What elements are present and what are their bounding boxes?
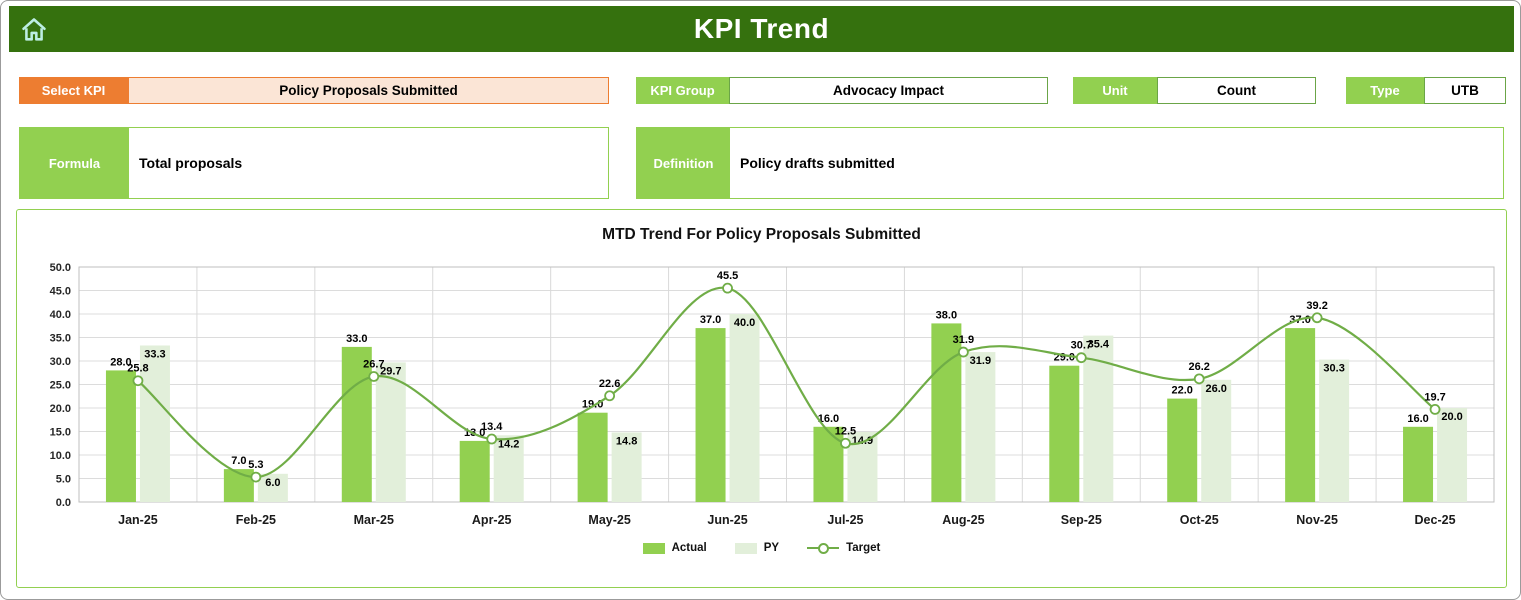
svg-text:26.7: 26.7 <box>363 359 384 371</box>
type-label: Type <box>1346 77 1424 104</box>
legend-target-swatch <box>807 542 840 554</box>
definition-field: Definition Policy drafts submitted <box>636 127 1504 199</box>
svg-text:33.3: 33.3 <box>144 348 165 360</box>
legend-item-actual[interactable]: Actual <box>642 542 707 554</box>
svg-text:26.2: 26.2 <box>1188 361 1209 373</box>
svg-text:Oct-25: Oct-25 <box>1180 513 1219 527</box>
svg-text:May-25: May-25 <box>588 513 630 527</box>
formula-value: Total proposals <box>129 128 608 198</box>
svg-text:50.0: 50.0 <box>50 262 71 274</box>
svg-text:40.0: 40.0 <box>734 317 755 329</box>
legend-item-py[interactable]: PY <box>734 542 780 554</box>
svg-text:Nov-25: Nov-25 <box>1296 513 1338 527</box>
svg-text:10.0: 10.0 <box>50 450 71 462</box>
svg-text:29.7: 29.7 <box>380 365 401 377</box>
svg-text:19.7: 19.7 <box>1424 391 1445 403</box>
type-value: UTB <box>1424 77 1506 104</box>
legend-target-label: Target <box>846 542 881 554</box>
home-icon[interactable] <box>17 13 51 47</box>
legend-actual-swatch <box>642 542 665 554</box>
legend-py-swatch <box>734 542 757 554</box>
svg-text:30.0: 30.0 <box>50 356 71 368</box>
svg-text:30.3: 30.3 <box>1323 363 1344 375</box>
svg-text:15.0: 15.0 <box>50 427 71 439</box>
svg-text:0.0: 0.0 <box>56 497 71 509</box>
svg-text:25.8: 25.8 <box>127 363 148 375</box>
svg-text:19.0: 19.0 <box>582 399 603 411</box>
legend-actual-label: Actual <box>671 542 707 554</box>
svg-text:20.0: 20.0 <box>1441 411 1462 423</box>
svg-text:22.0: 22.0 <box>1171 385 1192 397</box>
svg-text:Mar-25: Mar-25 <box>354 513 394 527</box>
svg-text:14.8: 14.8 <box>616 435 637 447</box>
svg-text:33.0: 33.0 <box>346 333 367 345</box>
svg-text:40.0: 40.0 <box>50 309 71 321</box>
svg-text:25.0: 25.0 <box>50 380 71 392</box>
definition-value: Policy drafts submitted <box>730 128 1503 198</box>
header: KPI Trend <box>9 6 1514 52</box>
svg-text:14.2: 14.2 <box>498 438 519 450</box>
svg-text:45.5: 45.5 <box>717 270 738 282</box>
legend-item-target[interactable]: Target <box>807 542 880 554</box>
svg-text:Jan-25: Jan-25 <box>118 513 158 527</box>
svg-text:7.0: 7.0 <box>231 455 246 467</box>
unit-label: Unit <box>1073 77 1157 104</box>
svg-text:12.5: 12.5 <box>835 425 856 437</box>
svg-text:28.0: 28.0 <box>110 356 131 368</box>
definition-label: Definition <box>637 128 730 198</box>
svg-text:13.4: 13.4 <box>481 421 503 433</box>
legend-py-label: PY <box>763 542 780 554</box>
unit-value: Count <box>1157 77 1316 104</box>
svg-text:38.0: 38.0 <box>936 309 957 321</box>
svg-text:Dec-25: Dec-25 <box>1415 513 1456 527</box>
svg-text:6.0: 6.0 <box>265 477 280 489</box>
chart-title: MTD Trend For Policy Proposals Submitted <box>602 226 921 243</box>
svg-text:20.0: 20.0 <box>50 403 71 415</box>
svg-text:35.4: 35.4 <box>1088 339 1110 351</box>
kpi-group-field: KPI Group Advocacy Impact <box>636 77 1048 104</box>
select-kpi-field: Select KPI Policy Proposals Submitted <box>19 77 609 104</box>
svg-text:39.2: 39.2 <box>1306 300 1327 312</box>
svg-text:Jul-25: Jul-25 <box>827 513 863 527</box>
svg-text:26.0: 26.0 <box>1205 383 1226 395</box>
svg-text:5.0: 5.0 <box>56 474 71 486</box>
svg-text:37.0: 37.0 <box>700 314 721 326</box>
svg-text:Sep-25: Sep-25 <box>1061 513 1102 527</box>
svg-text:31.9: 31.9 <box>970 355 991 367</box>
svg-text:Apr-25: Apr-25 <box>472 513 512 527</box>
select-kpi-label: Select KPI <box>19 77 128 104</box>
chart-container: MTD Trend For Policy Proposals Submitted… <box>16 209 1507 588</box>
page-title: KPI Trend <box>693 13 830 44</box>
svg-text:35.0: 35.0 <box>50 333 71 345</box>
svg-text:16.0: 16.0 <box>1407 413 1428 425</box>
formula-label: Formula <box>20 128 129 198</box>
unit-field: Unit Count <box>1073 77 1316 104</box>
kpi-group-label: KPI Group <box>636 77 729 104</box>
svg-text:Jun-25: Jun-25 <box>707 513 747 527</box>
svg-text:Aug-25: Aug-25 <box>942 513 984 527</box>
svg-text:22.6: 22.6 <box>599 378 620 390</box>
svg-text:Feb-25: Feb-25 <box>236 513 276 527</box>
kpi-trend-chart: 0.0 5.0 10.0 15.0 20.0 25.0 30.0 35.0 40.0 45.0 50… <box>50 262 1495 527</box>
svg-text:45.0: 45.0 <box>50 286 71 298</box>
chart-legend: Actual PY Target <box>17 542 1506 554</box>
svg-text:30.7: 30.7 <box>1071 340 1092 352</box>
formula-field: Formula Total proposals <box>19 127 609 199</box>
svg-text:16.0: 16.0 <box>818 413 839 425</box>
select-kpi-value[interactable]: Policy Proposals Submitted <box>128 77 609 104</box>
type-field: Type UTB <box>1346 77 1506 104</box>
kpi-group-value: Advocacy Impact <box>729 77 1048 104</box>
svg-text:5.3: 5.3 <box>248 459 263 471</box>
svg-text:31.9: 31.9 <box>953 334 974 346</box>
